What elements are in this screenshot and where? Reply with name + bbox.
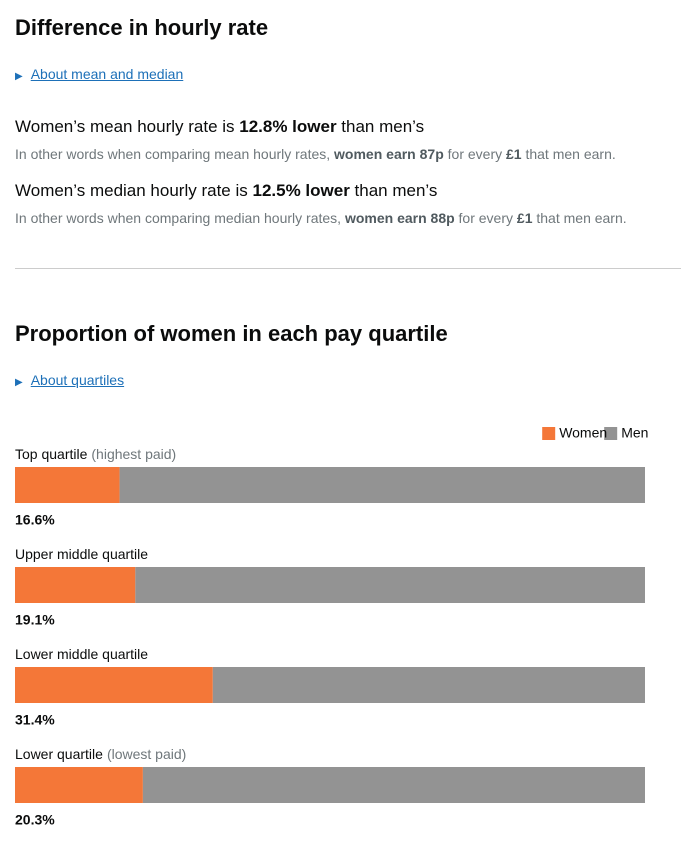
bar-segment	[119, 467, 645, 503]
text: that men earn.	[521, 146, 616, 162]
text: Women’s mean hourly rate is	[15, 117, 240, 136]
bar-segment	[15, 667, 213, 703]
category-name: Upper middle quartile	[15, 546, 148, 562]
link-text[interactable]: About mean and median	[30, 66, 184, 82]
details-link[interactable]: ▶ About mean and median	[15, 66, 184, 82]
bar-segment	[142, 767, 645, 803]
text: women earn 88p	[344, 210, 455, 226]
value-label: 19.1%	[15, 612, 55, 628]
category-name: Lower quartile	[15, 746, 103, 762]
details-link[interactable]: ▶ About quartiles	[15, 372, 125, 388]
text: Women’s median hourly rate is	[15, 181, 253, 200]
value-label: 20.3%	[15, 812, 55, 828]
legend-swatch	[542, 427, 556, 440]
divider	[15, 268, 681, 269]
section-title: Proportion of women in each pay quartile	[15, 321, 448, 346]
text: that men earn.	[532, 210, 627, 226]
value-label: 16.6%	[15, 512, 55, 528]
median-sentence: Women’s median hourly rate is 12.5% lowe…	[15, 181, 437, 201]
text: In other words when comparing median hou…	[15, 210, 345, 226]
text: for every	[454, 210, 517, 226]
median-note: In other words when comparing median hou…	[15, 210, 627, 226]
bar-segment	[15, 567, 136, 603]
category-label: Lower quartile (lowest paid)	[15, 746, 186, 762]
category-label: Top quartile (highest paid)	[15, 446, 176, 462]
text: 12.8% lower	[239, 117, 337, 136]
category-name: Lower middle quartile	[15, 646, 148, 662]
category-note: (lowest paid)	[107, 746, 186, 762]
legend-label: Women	[559, 425, 607, 441]
value-label: 31.4%	[15, 712, 55, 728]
mean-sentence: Women’s mean hourly rate is 12.8% lower …	[15, 117, 424, 137]
category-label: Upper middle quartile	[15, 546, 148, 562]
chart: Men Women Top quartile (highest paid) 16.6% U…	[15, 425, 648, 828]
bar-segment	[15, 767, 143, 803]
mean-note: In other words when comparing mean hourl…	[15, 146, 616, 162]
category-note: (highest paid)	[91, 446, 176, 462]
text: In other words when comparing mean hourl…	[15, 146, 335, 162]
text: £1	[516, 210, 533, 226]
text: for every	[443, 146, 506, 162]
bar-segment	[212, 667, 645, 703]
link-text[interactable]: About quartiles	[30, 372, 125, 388]
text: women earn 87p	[334, 146, 444, 162]
category-name: Top quartile	[15, 446, 88, 462]
legend-label: Men	[621, 425, 648, 441]
text: than men’s	[349, 181, 438, 200]
bar-segment	[135, 567, 645, 603]
text: £1	[506, 146, 522, 162]
bar-segment	[15, 467, 120, 503]
legend-swatch	[604, 427, 618, 440]
section-title: Difference in hourly rate	[15, 15, 269, 40]
text: 12.5% lower	[252, 181, 350, 200]
text: than men’s	[336, 117, 425, 136]
category-label: Lower middle quartile	[15, 646, 148, 662]
